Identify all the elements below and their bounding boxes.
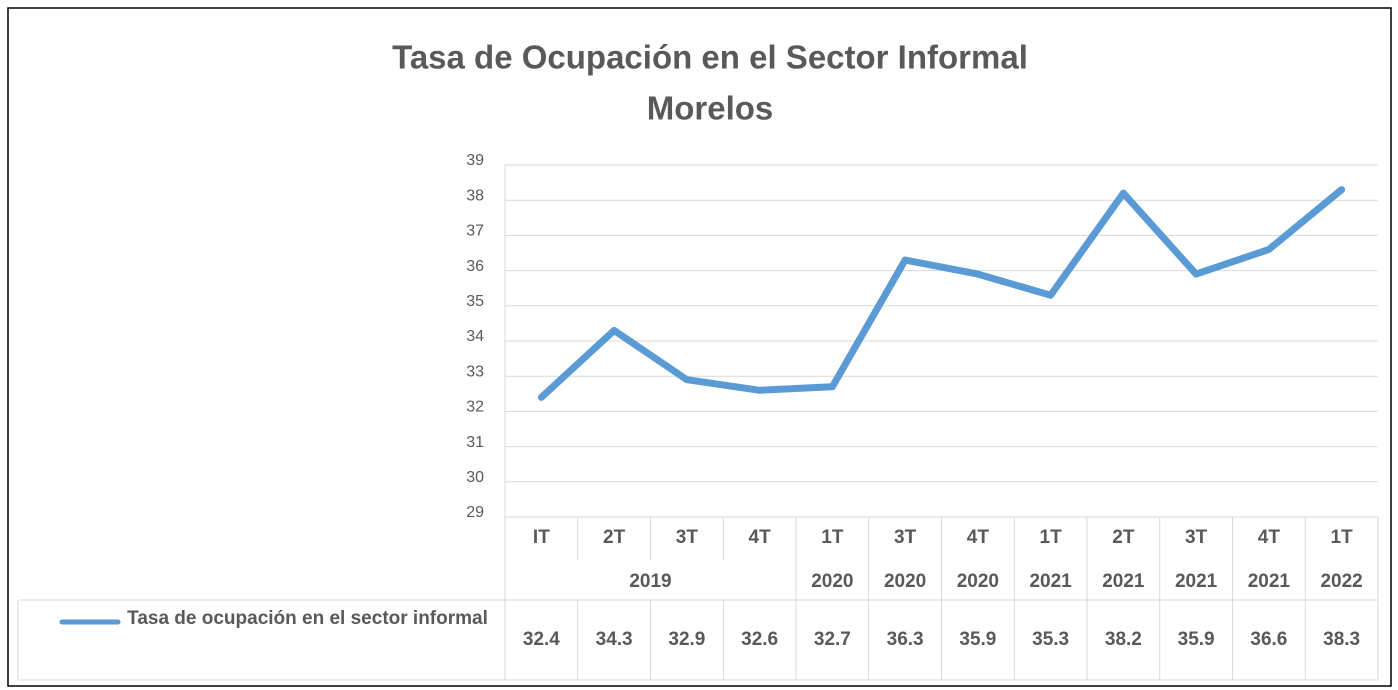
data-table-value: 36.3: [887, 629, 924, 650]
data-table-value: 35.3: [1032, 629, 1069, 650]
y-tick-label: 30: [466, 469, 484, 486]
y-tick-label: 36: [466, 258, 484, 275]
chart-border: [7, 7, 1392, 687]
x-group-label: 2020: [884, 571, 926, 592]
x-tick-label: 1T: [1040, 527, 1063, 548]
chart-title: Tasa de Ocupación en el Sector Informal: [392, 39, 1028, 76]
x-tick-label: 4T: [749, 527, 772, 548]
x-tick-label: 2T: [603, 527, 626, 548]
data-table-value: 35.9: [959, 629, 996, 650]
legend-label: Tasa de ocupación en el sector informal: [127, 608, 488, 629]
y-tick-label: 34: [466, 328, 484, 345]
x-group-label: 2020: [811, 571, 853, 592]
y-tick-label: 31: [466, 434, 484, 451]
x-tick-label: 4T: [1258, 527, 1281, 548]
data-table-value: 32.4: [523, 629, 560, 650]
y-tick-label: 37: [466, 223, 484, 240]
y-tick-label: 35: [466, 293, 484, 310]
data-table-value: 38.2: [1105, 629, 1142, 650]
x-tick-label: 3T: [676, 527, 699, 548]
x-tick-label: 3T: [1185, 527, 1208, 548]
x-group-label: 2020: [957, 571, 999, 592]
data-table-value: 35.9: [1178, 629, 1215, 650]
x-tick-label: IT: [533, 527, 550, 548]
x-tick-label: 1T: [821, 527, 844, 548]
x-tick-label: 1T: [1331, 527, 1354, 548]
x-tick-label: 4T: [967, 527, 990, 548]
y-tick-label: 32: [466, 399, 484, 416]
y-tick-label: 39: [466, 152, 484, 169]
data-table-value: 36.6: [1250, 629, 1287, 650]
legend-item: Tasa de ocupación en el sector informal: [127, 608, 488, 629]
x-group-label: 2022: [1320, 571, 1362, 592]
series-line: [537, 186, 1346, 401]
y-tick-label: 33: [466, 363, 484, 380]
x-tick-label: 2T: [1112, 527, 1135, 548]
data-table-value: 32.9: [668, 629, 705, 650]
data-table-value: 34.3: [596, 629, 633, 650]
x-group-label: 2021: [1102, 571, 1145, 592]
x-group-label: 2021: [1029, 571, 1072, 592]
x-group-label: 2019: [629, 571, 671, 592]
x-tick-label: 3T: [894, 527, 917, 548]
x-group-label: 2021: [1175, 571, 1218, 592]
y-tick-label: 38: [466, 187, 484, 204]
y-tick-label: 29: [466, 504, 484, 521]
x-group-label: 2021: [1248, 571, 1291, 592]
chart-subtitle: Morelos: [647, 90, 774, 127]
data-table-value: 38.3: [1323, 629, 1360, 650]
data-table-value: 32.7: [814, 629, 851, 650]
data-table-value: 32.6: [741, 629, 778, 650]
